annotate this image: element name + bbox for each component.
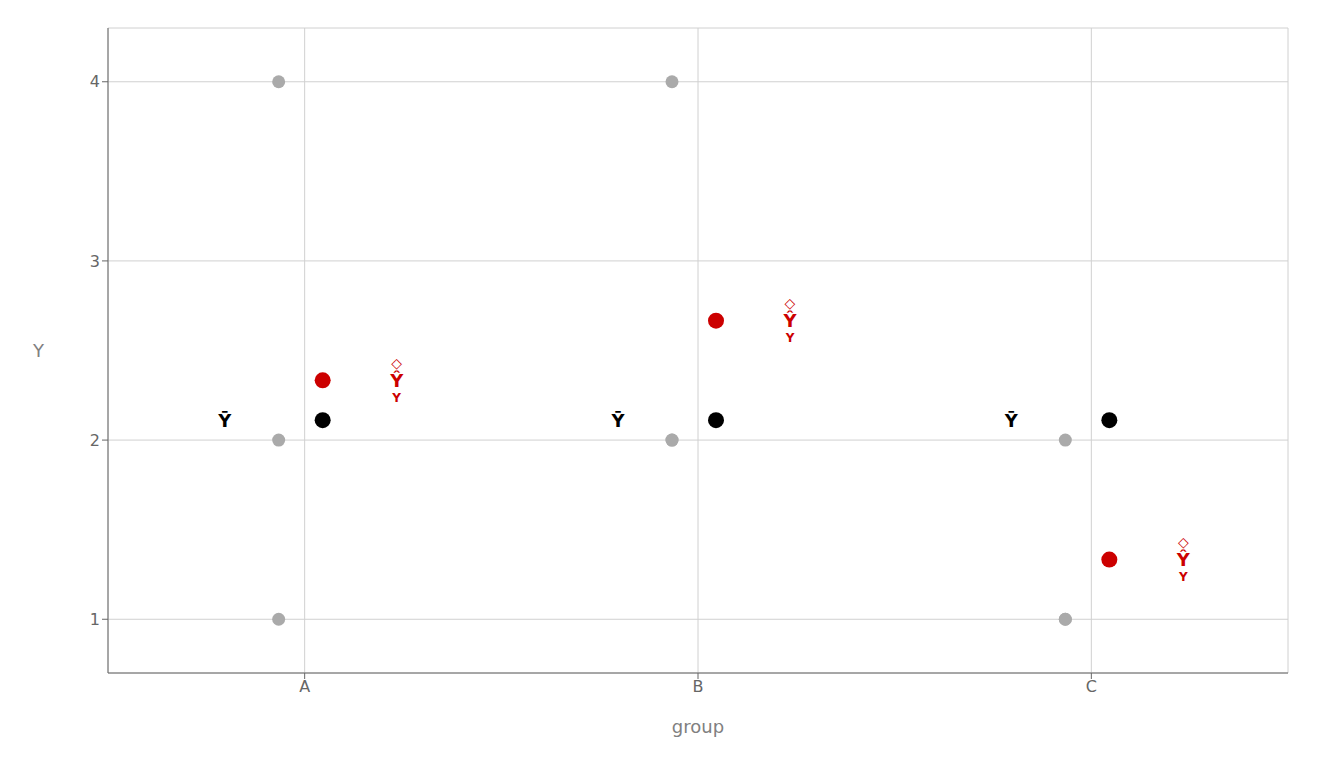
svg-text:Y: Y <box>32 340 45 361</box>
svg-text:B: B <box>693 677 704 696</box>
svg-text:2: 2 <box>90 431 100 450</box>
svg-text:◇: ◇ <box>391 355 402 371</box>
svg-text:A: A <box>299 677 310 696</box>
svg-text:Ȳ: Ȳ <box>610 410 625 431</box>
svg-text:◇: ◇ <box>785 295 796 311</box>
svg-text:group: group <box>672 716 724 737</box>
svg-text:1: 1 <box>90 610 100 629</box>
svg-text:Ȳ: Ȳ <box>1004 410 1019 431</box>
svg-text:Ŷ: Ŷ <box>389 370 404 391</box>
svg-text:Ȳ: Ȳ <box>217 410 232 431</box>
svg-text:C: C <box>1086 677 1097 696</box>
svg-text:Ŷ: Ŷ <box>782 310 797 331</box>
svg-text:Y: Y <box>1178 570 1188 584</box>
svg-text:Y: Y <box>785 331 795 345</box>
svg-text:Y: Y <box>391 391 401 405</box>
svg-text:◇: ◇ <box>1178 534 1189 550</box>
svg-text:3: 3 <box>90 252 100 271</box>
svg-text:Ŷ: Ŷ <box>1176 549 1191 570</box>
svg-text:4: 4 <box>90 72 100 91</box>
